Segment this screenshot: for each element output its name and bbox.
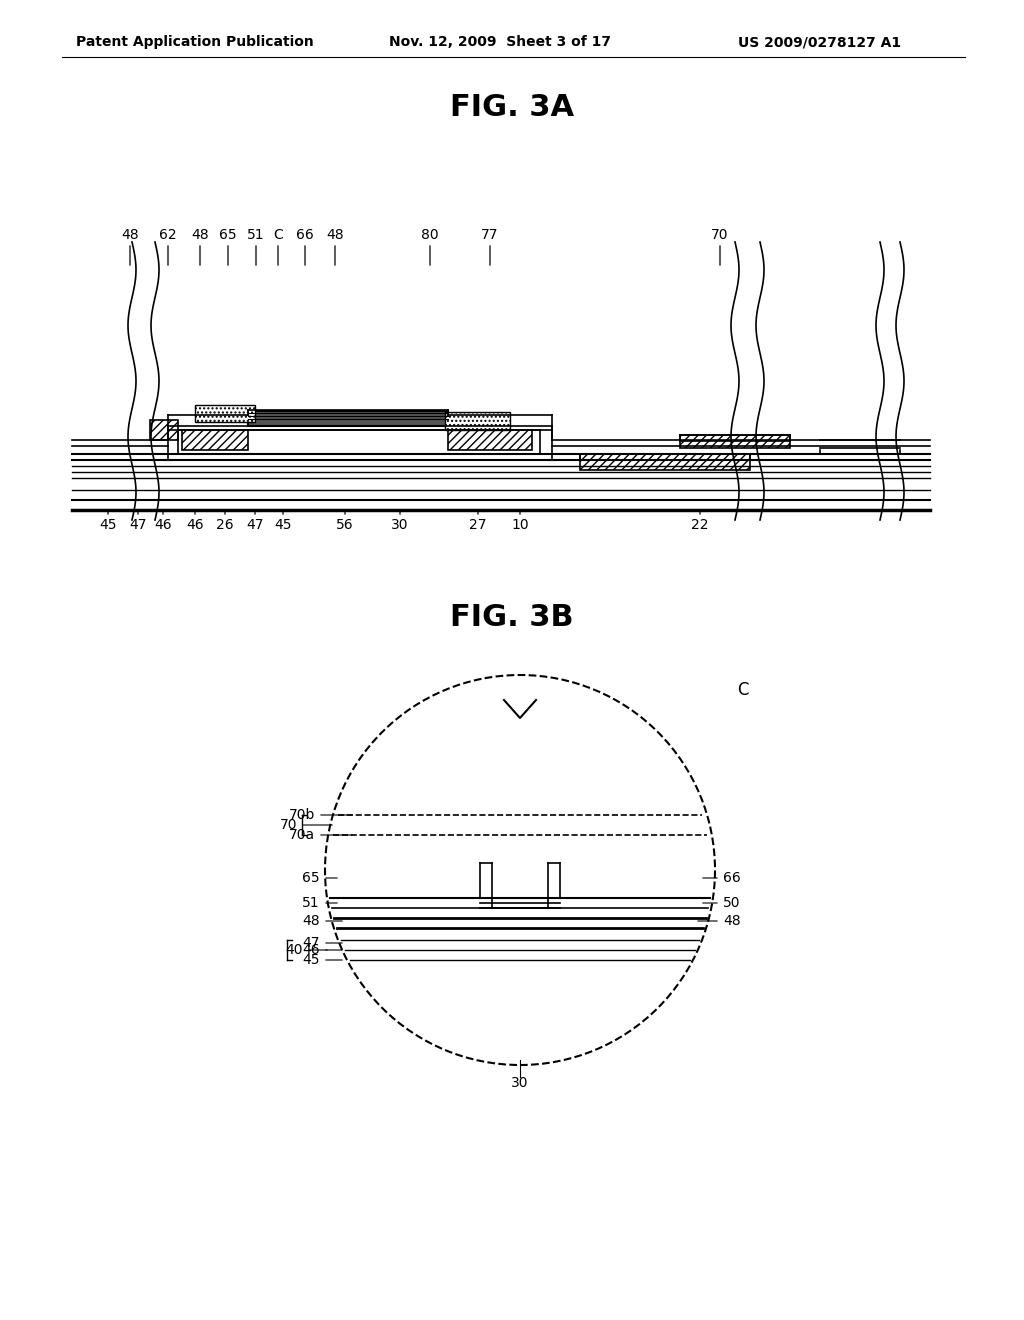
Text: 70a: 70a	[289, 828, 315, 842]
Text: 51: 51	[247, 228, 265, 242]
Text: 65: 65	[219, 228, 237, 242]
Text: 48: 48	[302, 913, 319, 928]
Text: 46: 46	[302, 942, 319, 957]
Text: 80: 80	[421, 228, 439, 242]
Text: C: C	[737, 681, 749, 700]
Text: 30: 30	[511, 1076, 528, 1090]
Text: 47: 47	[246, 517, 264, 532]
Bar	[560, 858, 695, 898]
Bar	[445, 412, 510, 430]
Text: 77: 77	[481, 228, 499, 242]
Bar	[150, 420, 178, 440]
Text: FIG. 3B: FIG. 3B	[451, 603, 573, 632]
Text: 70b: 70b	[289, 808, 315, 822]
Text: 65: 65	[302, 871, 319, 884]
Text: 48: 48	[327, 228, 344, 242]
Text: 70: 70	[712, 228, 729, 242]
Text: 45: 45	[302, 953, 319, 968]
Text: 30: 30	[391, 517, 409, 532]
Bar	[248, 411, 449, 426]
Text: 48: 48	[723, 913, 740, 928]
Bar	[580, 454, 750, 470]
Text: 46: 46	[186, 517, 204, 532]
Text: C: C	[273, 228, 283, 242]
Bar	[195, 405, 255, 422]
Text: 47: 47	[129, 517, 146, 532]
Text: 47: 47	[302, 936, 319, 950]
Text: 70: 70	[280, 818, 297, 832]
Text: 48: 48	[191, 228, 209, 242]
Text: 22: 22	[691, 517, 709, 532]
Text: 46: 46	[155, 517, 172, 532]
Text: 10: 10	[511, 517, 528, 532]
Circle shape	[325, 675, 715, 1065]
Text: US 2009/0278127 A1: US 2009/0278127 A1	[738, 36, 901, 49]
Text: Nov. 12, 2009  Sheet 3 of 17: Nov. 12, 2009 Sheet 3 of 17	[389, 36, 611, 49]
Bar	[345, 858, 480, 898]
Text: 66: 66	[723, 871, 740, 884]
Text: 50: 50	[723, 896, 740, 909]
Bar	[182, 430, 248, 450]
Text: 62: 62	[159, 228, 177, 242]
Text: 66: 66	[296, 228, 314, 242]
Text: 26: 26	[216, 517, 233, 532]
Text: 48: 48	[121, 228, 139, 242]
Text: 45: 45	[99, 517, 117, 532]
Text: FIG. 3A: FIG. 3A	[450, 94, 574, 123]
Text: 56: 56	[336, 517, 354, 532]
Bar	[449, 430, 532, 450]
Bar	[680, 436, 790, 447]
Text: 27: 27	[469, 517, 486, 532]
Text: 45: 45	[274, 517, 292, 532]
Text: 40: 40	[286, 942, 303, 957]
Text: Patent Application Publication: Patent Application Publication	[76, 36, 314, 49]
Text: 51: 51	[302, 896, 319, 909]
